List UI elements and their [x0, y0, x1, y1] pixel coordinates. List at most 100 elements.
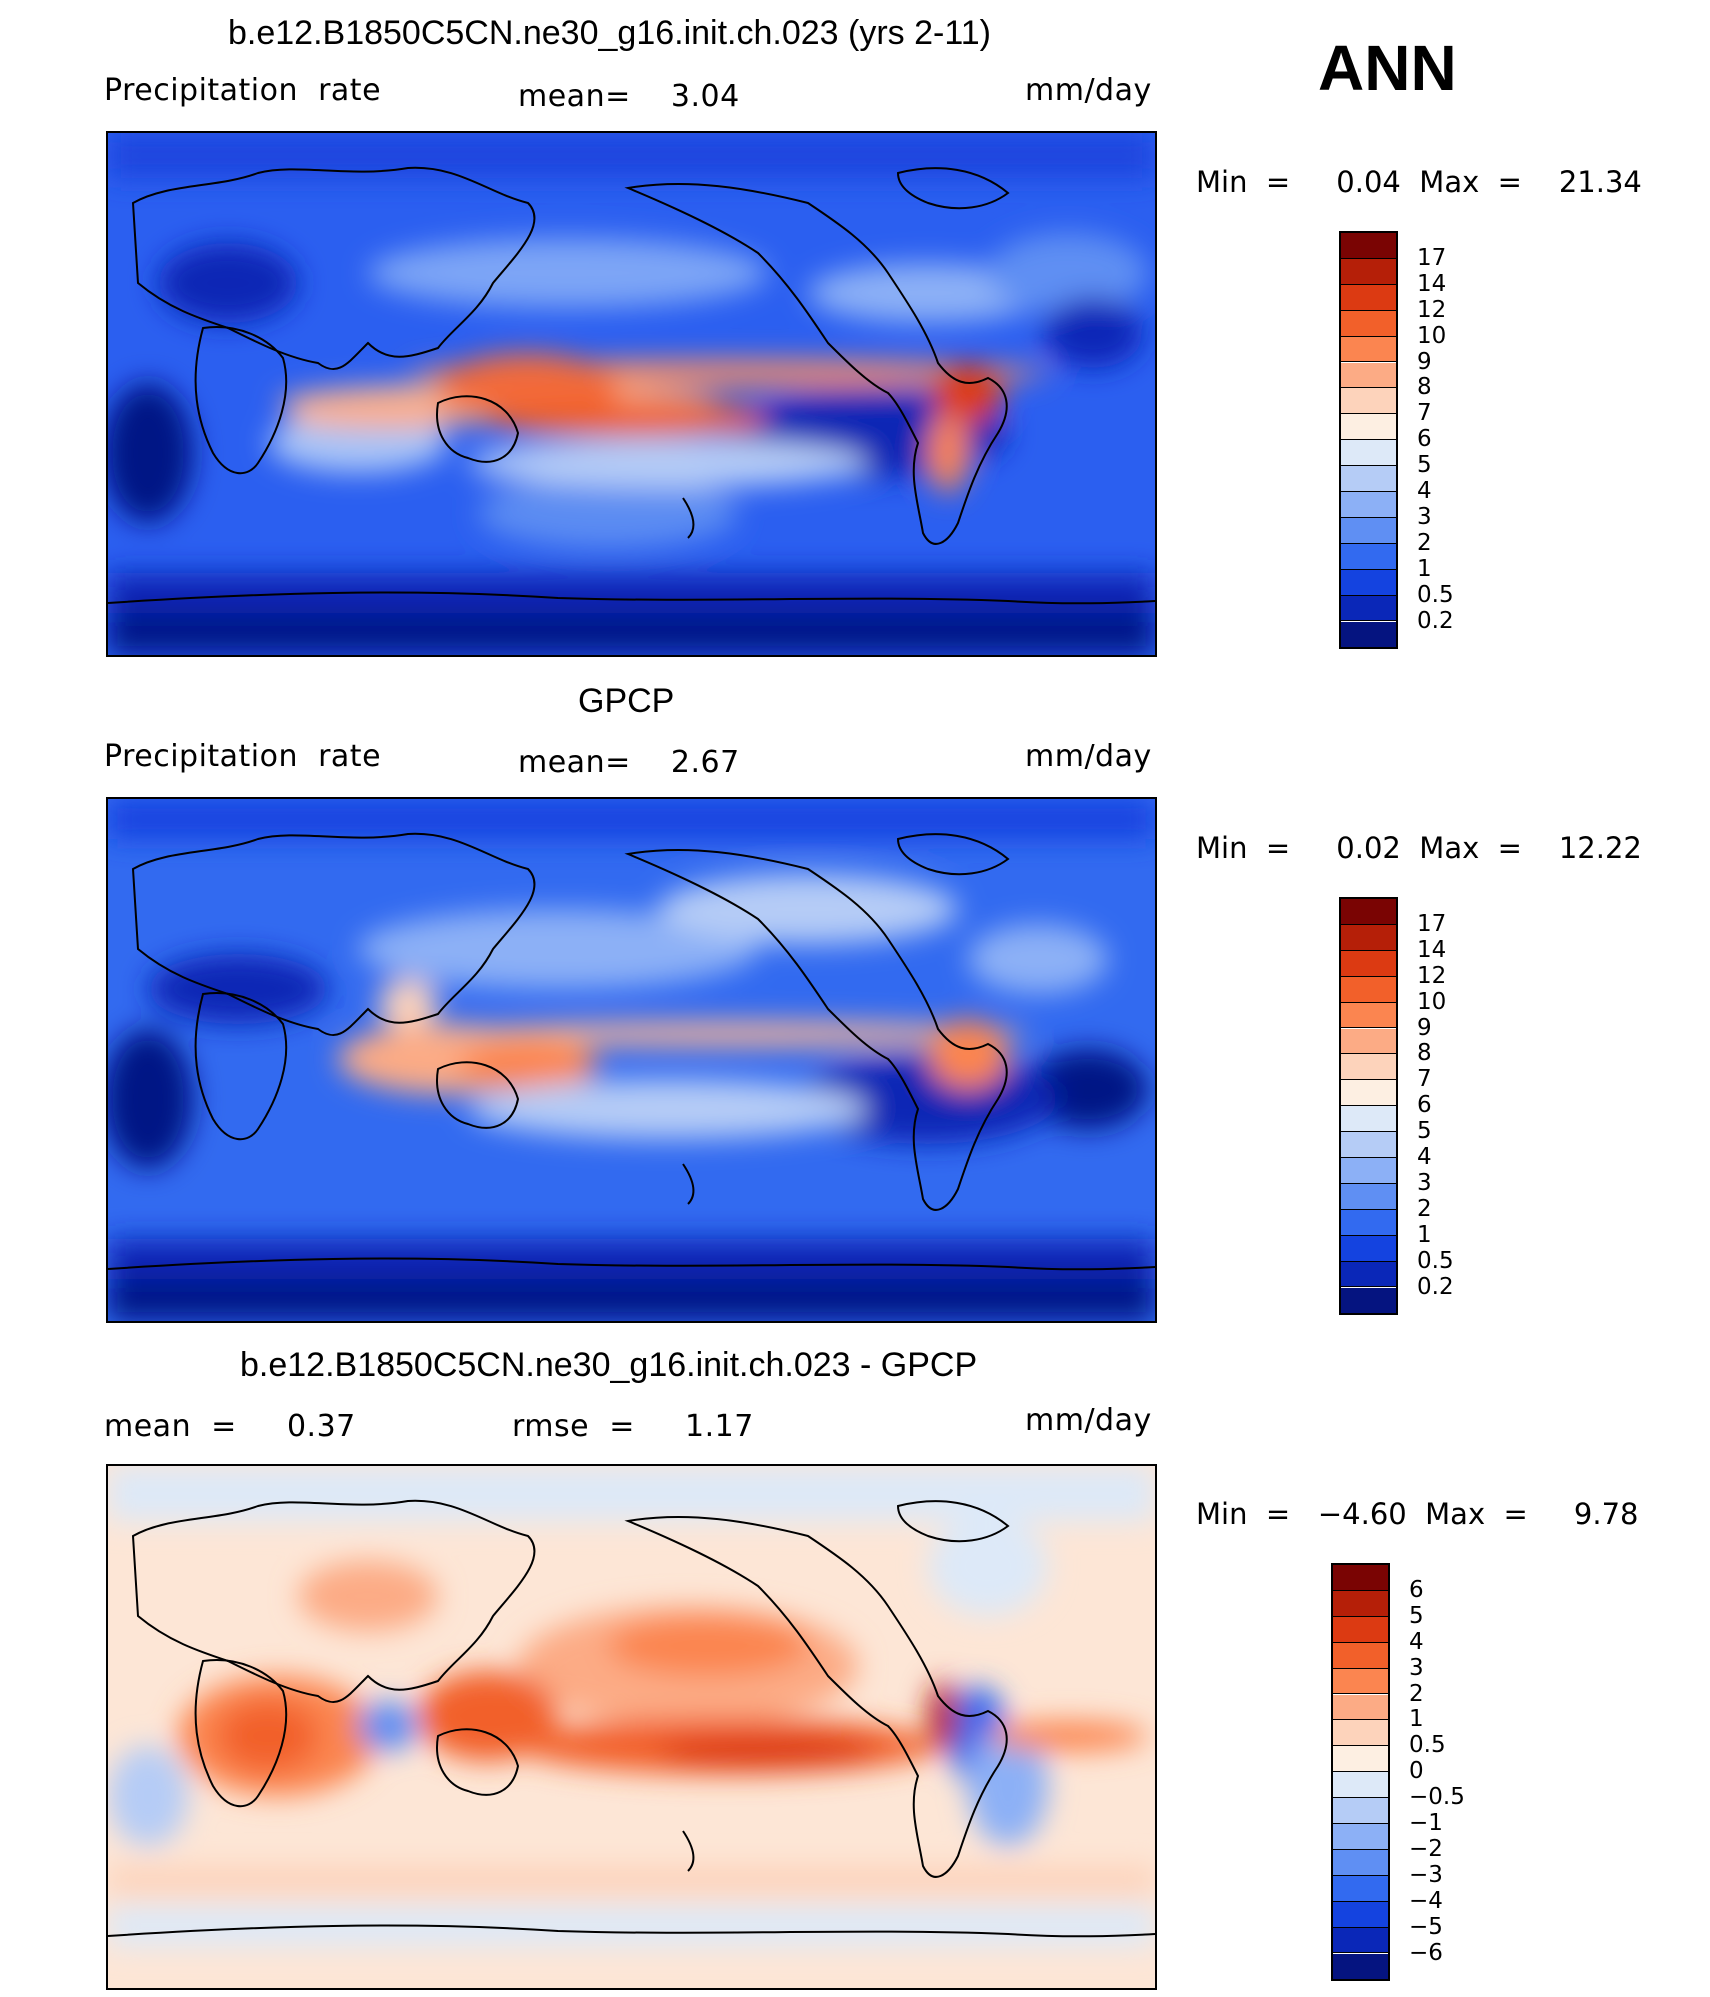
colorbar-swatch [1341, 621, 1396, 648]
colorbar-label: 8 [1417, 374, 1432, 401]
colorbar-swatch [1333, 1927, 1388, 1954]
colorbar-swatch [1341, 1028, 1396, 1055]
colorbar-label: 14 [1417, 270, 1447, 297]
colorbar-label: 6 [1417, 1092, 1432, 1119]
panel-3-colorbar-box [1331, 1563, 1390, 1982]
colorbar-swatch [1333, 1901, 1388, 1928]
colorbar-label: 5 [1417, 452, 1432, 479]
colorbar-label: 0.2 [1417, 607, 1454, 634]
panel-2-units: mm/day [1025, 739, 1152, 774]
colorbar-swatch [1341, 284, 1396, 311]
colorbar-label: 1 [1417, 555, 1432, 582]
colorbar-swatch [1333, 1565, 1388, 1591]
precip-field [108, 799, 1155, 1321]
panel-2-variable-label: Precipitation rate [104, 739, 382, 774]
colorbar-label: 3 [1417, 1169, 1432, 1196]
colorbar-swatch [1341, 310, 1396, 337]
colorbar-label: 8 [1417, 1040, 1432, 1067]
colorbar-swatch [1333, 1720, 1388, 1747]
colorbar-label: 17 [1417, 244, 1447, 271]
coastlines [108, 832, 1155, 1271]
colorbar-label: 2 [1417, 529, 1432, 556]
panel-3-units: mm/day [1025, 1403, 1152, 1438]
colorbar-swatch [1333, 1824, 1388, 1850]
colorbar-label: −4 [1409, 1887, 1443, 1914]
colorbar-label: 7 [1417, 1066, 1432, 1093]
colorbar-label: 2 [1417, 1195, 1432, 1222]
panel-1-map-svg [108, 133, 1155, 655]
colorbar-swatch [1333, 1694, 1388, 1721]
colorbar-label: −6 [1409, 1939, 1443, 1966]
colorbar-swatch [1341, 543, 1396, 570]
panel-1-minmax: Min = 0.04 Max = 21.34 [1196, 165, 1642, 199]
precip-field [108, 133, 1155, 655]
colorbar-label: −5 [1409, 1913, 1443, 1940]
colorbar-swatch [1341, 233, 1396, 259]
colorbar-label: 6 [1417, 426, 1432, 453]
colorbar-label: 1 [1417, 1221, 1432, 1248]
colorbar-label: 4 [1409, 1628, 1424, 1655]
colorbar-label: 9 [1417, 1014, 1432, 1041]
colorbar-label: 2 [1409, 1680, 1424, 1707]
colorbar-swatch [1341, 1002, 1396, 1029]
colorbar-label: −3 [1409, 1861, 1443, 1888]
colorbar-label: 1 [1409, 1706, 1424, 1733]
colorbar-label: 0.5 [1409, 1732, 1446, 1759]
colorbar-swatch [1341, 1183, 1396, 1210]
coastlines [108, 1499, 1155, 1938]
colorbar-swatch [1341, 1235, 1396, 1262]
panel-2-minmax: Min = 0.02 Max = 12.22 [1196, 831, 1642, 865]
panel-1-mean-label: mean= 3.04 [518, 79, 740, 114]
panel-3-minmax: Min = −4.60 Max = 9.78 [1196, 1497, 1639, 1531]
colorbar-swatch [1341, 258, 1396, 285]
colorbar-label: 0 [1409, 1758, 1424, 1785]
panel-2-map-svg [108, 799, 1155, 1321]
colorbar-label: −1 [1409, 1810, 1443, 1836]
colorbar-swatch [1341, 595, 1396, 622]
colorbar-swatch [1341, 336, 1396, 363]
colorbar-swatch [1341, 1132, 1396, 1158]
colorbar-label: −2 [1409, 1835, 1443, 1862]
colorbar-swatch [1341, 1209, 1396, 1236]
colorbar-swatch [1341, 569, 1396, 596]
colorbar-swatch [1333, 1849, 1388, 1876]
colorbar-label: 10 [1417, 988, 1447, 1015]
colorbar-swatch [1341, 1287, 1396, 1314]
season-label: ANN [1318, 32, 1457, 104]
colorbar-label: 4 [1417, 478, 1432, 504]
colorbar-label: 5 [1409, 1602, 1424, 1629]
colorbar-swatch [1333, 1616, 1388, 1643]
colorbar-swatch [1333, 1953, 1388, 1980]
colorbar-swatch [1341, 1106, 1396, 1133]
panel-2-map [106, 797, 1157, 1323]
colorbar-swatch [1341, 1054, 1396, 1081]
colorbar-swatch [1333, 1746, 1388, 1773]
colorbar-swatch [1333, 1642, 1388, 1669]
colorbar-label: 6 [1409, 1576, 1424, 1603]
colorbar-swatch [1341, 466, 1396, 492]
colorbar-swatch [1333, 1590, 1388, 1617]
colorbar-swatch [1341, 517, 1396, 544]
colorbar-label: 5 [1417, 1118, 1432, 1145]
colorbar-swatch [1341, 388, 1396, 415]
colorbar-swatch [1341, 1158, 1396, 1184]
colorbar-label: 10 [1417, 322, 1447, 349]
panel-3-rmse-label: rmse = 1.17 [512, 1409, 754, 1444]
colorbar-label: 3 [1417, 503, 1432, 530]
panel-1-map [106, 131, 1157, 657]
colorbar-label: 3 [1409, 1654, 1424, 1681]
colorbar-swatch [1341, 976, 1396, 1003]
colorbar-swatch [1341, 492, 1396, 518]
colorbar-swatch [1341, 414, 1396, 441]
colorbar-swatch [1341, 924, 1396, 951]
coastlines [108, 166, 1155, 605]
colorbar-label: 0.5 [1417, 581, 1454, 608]
colorbar-swatch [1341, 1261, 1396, 1288]
colorbar-swatch [1333, 1798, 1388, 1824]
panel-1-title: b.e12.B1850C5CN.ne30_g16.init.ch.023 (yr… [228, 14, 991, 52]
panel-3-title: b.e12.B1850C5CN.ne30_g16.init.ch.023 - G… [240, 1346, 978, 1384]
panel-3-map-svg [108, 1466, 1155, 1988]
colorbar-swatch [1341, 950, 1396, 977]
colorbar-label: 0.5 [1417, 1247, 1454, 1274]
panel-2-colorbar-box [1339, 897, 1398, 1316]
